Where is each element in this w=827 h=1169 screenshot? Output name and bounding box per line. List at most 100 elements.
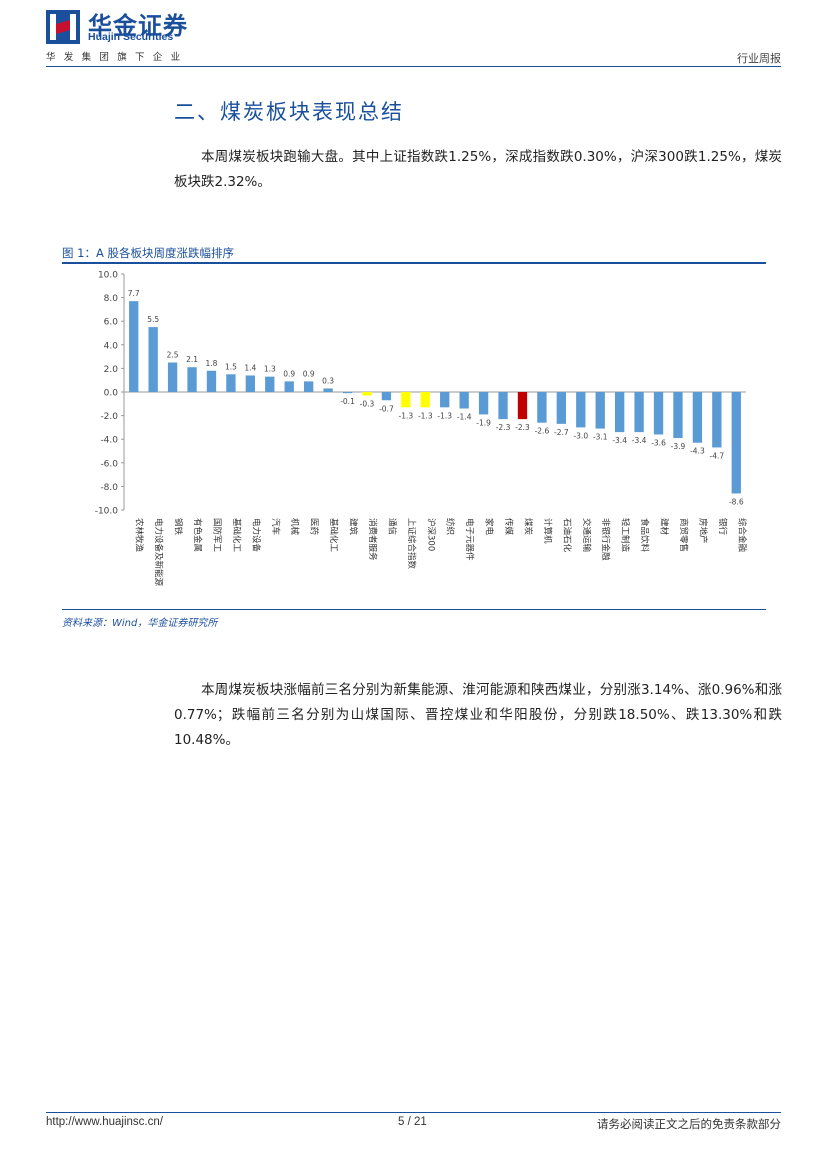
category-label: 石油石化: [561, 518, 572, 553]
summary-paragraph-1: 本周煤炭板块跑输大盘。其中上证指数跌1.25%，深成指数跌0.30%，沪深300…: [174, 149, 782, 190]
bar-value-label: 5.5: [147, 315, 159, 324]
category-label: 有色金属: [192, 518, 203, 552]
category-label: 计算机: [542, 518, 553, 544]
bar-value-label: -1.9: [476, 418, 491, 427]
footer-page-number: 5 / 21: [398, 1116, 427, 1128]
bar-value-label: -2.3: [515, 423, 530, 432]
category-label: 家电: [484, 518, 495, 536]
y-tick-label: -10.0: [95, 507, 119, 517]
category-label: 通信: [386, 518, 397, 536]
category-label: 房地产: [697, 518, 708, 544]
figure-top-rule: [62, 262, 766, 264]
chart-bar: [517, 392, 528, 420]
category-label: 电子元器件: [464, 518, 475, 561]
chart-bar: [498, 392, 508, 420]
y-tick-label: 6.0: [104, 318, 119, 328]
category-label: 银行: [717, 518, 728, 536]
bar-value-label: -0.3: [360, 400, 375, 409]
bar-value-label: 0.9: [283, 369, 295, 378]
bar-value-label: -1.3: [399, 411, 414, 420]
chart-bar: [401, 392, 411, 408]
chart-bar: [478, 392, 489, 415]
category-label: 机械: [289, 518, 300, 536]
figure-source-note: 资料来源：Wind，华金证券研究所: [62, 618, 218, 629]
huajin-logo-icon: [46, 10, 80, 44]
bar-value-label: -1.3: [437, 411, 452, 420]
category-label: 基础化工: [231, 518, 242, 553]
chart-bar: [692, 392, 703, 443]
chart-bar: [265, 376, 275, 392]
category-label: 非银行金融: [600, 518, 611, 561]
category-label: 综合金融: [736, 518, 747, 553]
y-tick-label: -6.0: [100, 459, 118, 469]
sector-performance-bar-chart: 10.0 8.0 6.0 4.0 2.0 0.0 -2.0 -4.0 -6.0 -8.0 -10.0…: [95, 271, 748, 587]
chart-bar: [634, 392, 644, 433]
summary-paragraph-2: 本周煤炭板块涨幅前三名分别为新集能源、淮河能源和陕西煤业，分别涨3.14%、涨0…: [174, 682, 782, 748]
y-tick-label: -4.0: [100, 436, 118, 446]
category-label: 传媒: [503, 518, 514, 536]
bar-value-label: 1.3: [264, 365, 276, 374]
bar-value-label: -2.6: [535, 427, 550, 436]
chart-bar: [440, 392, 450, 408]
chart-bar: [362, 392, 372, 396]
category-label: 上证综合指数: [406, 518, 417, 570]
logo-wordmark-cn: 华金证券: [88, 12, 188, 40]
bar-value-label: -8.6: [729, 497, 744, 506]
chart-bar: [537, 392, 547, 423]
category-label: 食品饮料: [639, 518, 650, 553]
bar-value-label: -3.6: [651, 438, 666, 447]
bar-value-label: 0.3: [322, 376, 334, 385]
category-label: 钢铁: [173, 518, 184, 536]
chart-bar: [673, 392, 683, 439]
chart-bars: [129, 301, 741, 494]
section-title: 二、煤炭板块表现总结: [174, 100, 404, 124]
bar-value-label: -0.7: [379, 404, 394, 413]
bar-value-label: 0.9: [303, 369, 315, 378]
y-tick-label: 2.0: [104, 365, 119, 375]
category-label: 消费者服务: [367, 518, 378, 561]
y-tick-label: 10.0: [98, 271, 118, 281]
category-label: 医药: [309, 518, 320, 535]
chart-bar: [614, 392, 625, 433]
chart-bar: [245, 375, 256, 392]
chart-bar: [284, 381, 294, 392]
bar-value-label: 1.8: [206, 359, 218, 368]
bar-value-label: -4.3: [690, 447, 705, 456]
bar-value-label: -3.1: [593, 433, 608, 442]
chart-bar: [381, 392, 392, 401]
bar-value-label: -3.9: [671, 442, 686, 451]
chart-bar: [206, 370, 217, 392]
category-label: 纺织: [445, 518, 456, 535]
chart-category-labels: 农林牧渔 电力设备及新能源 钢铁 有色金属 国防军工 基础化工 电力设备 汽车 机械 医药 基础化工…: [134, 518, 748, 587]
bar-value-label: -3.4: [632, 436, 647, 445]
chart-bar: [731, 392, 741, 494]
chart-bar: [148, 327, 158, 392]
bar-value-label: -3.4: [612, 436, 627, 445]
chart-bar: [303, 381, 314, 392]
category-label: 农林牧渔: [134, 518, 145, 553]
category-label: 国防军工: [211, 518, 222, 553]
bar-value-label: 1.4: [244, 363, 256, 372]
chart-bar: [556, 392, 567, 424]
category-label: 商贸零售: [678, 518, 689, 552]
category-label: 交通运输: [581, 518, 592, 553]
logo-wordmark-en: Huajin Securities: [88, 31, 174, 43]
category-label: 汽车: [270, 518, 281, 535]
chart-bar: [342, 392, 353, 394]
y-tick-label: -2.0: [100, 412, 118, 422]
figure-caption: 图 1：A 股各板块周度涨跌幅排序: [62, 246, 234, 260]
chart-bar: [653, 392, 664, 435]
bar-value-label: -1.3: [418, 411, 433, 420]
y-tick-label: 0.0: [104, 389, 119, 399]
chart-bar: [323, 388, 333, 392]
footer-disclaimer: 请务必阅读正文之后的免责条款部分: [597, 1117, 781, 1131]
footer-website-link[interactable]: http://www.huajinsc.cn/: [46, 1116, 163, 1128]
bar-value-label: -3.0: [573, 431, 588, 440]
category-label: 轻工制造: [620, 518, 631, 553]
bar-value-label: 1.5: [225, 362, 237, 371]
footer-divider: [46, 1112, 781, 1113]
chart-value-labels: 7.7 5.5 2.5 2.1 1.8 1.5 1.4 1.3 0.9 0.9 0.3 -0.1 -0.…: [128, 289, 744, 506]
bar-value-label: 2.5: [167, 351, 179, 360]
bar-value-label: -0.1: [340, 397, 355, 406]
category-label: 基础化工: [328, 518, 339, 553]
